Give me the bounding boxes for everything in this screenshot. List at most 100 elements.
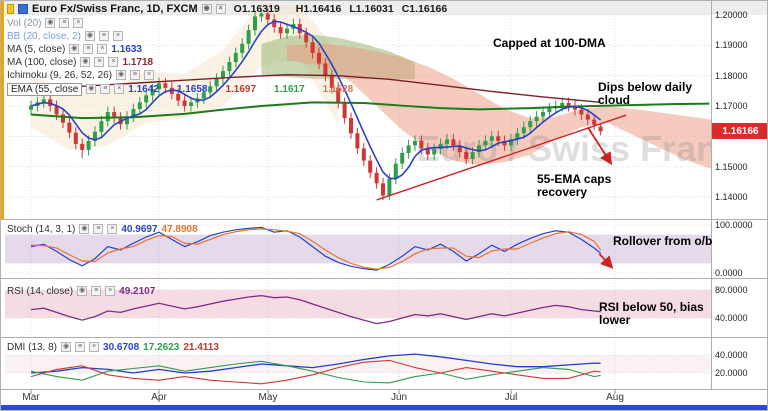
- indicator-menu-button[interactable]: ≡: [93, 224, 104, 234]
- indicator-axis-label: 0.0000: [715, 268, 743, 278]
- indicator-axis-label: 40.0000: [715, 350, 748, 360]
- indicator-row-ichimoku: Ichimoku (9, 26, 52, 26) ◉ ≡ ×: [7, 69, 155, 81]
- time-axis-label: Jul: [504, 392, 518, 403]
- annotation-55ema-caps[interactable]: 55-EMA caps recovery: [537, 172, 612, 199]
- price-axis-label: 1.18000: [715, 70, 748, 81]
- ohlc-open: O1.16319: [233, 3, 280, 15]
- indicator-row-dmi: DMI (13, 8) ◉ ≡ × 30.6708 17.2623 21.411…: [7, 341, 219, 353]
- indicator-visibility-button[interactable]: ◉: [86, 84, 97, 94]
- indicator-axis-label: 80.0000: [715, 285, 748, 295]
- annotation-rsi-below-50[interactable]: RSI below 50, bias lower: [599, 300, 704, 327]
- indicator-menu-button[interactable]: ≡: [94, 57, 105, 67]
- indicator-menu-button[interactable]: ≡: [100, 84, 111, 94]
- ichimoku-senkou-a-value: 1.1628: [322, 83, 354, 95]
- title-visibility-button[interactable]: ◉: [201, 4, 212, 14]
- indicator-menu-button[interactable]: ≡: [98, 31, 109, 41]
- svg-text:Euro / Swiss Franc: Euro / Swiss Franc: [416, 128, 738, 169]
- price-axis-label: 1.14000: [715, 191, 748, 202]
- time-axis-label: Apr: [151, 392, 167, 403]
- indicator-row-ma100: MA (100, close) ◉ ≡ × 1.1718: [7, 56, 153, 68]
- alert-flag-icon[interactable]: [7, 4, 14, 14]
- time-axis-label: Mar: [22, 392, 40, 403]
- indicator-close-button[interactable]: ×: [144, 70, 155, 80]
- indicator-close-button[interactable]: ×: [107, 224, 118, 234]
- indicator-menu-button[interactable]: ≡: [130, 70, 141, 80]
- indicator-row-bollinger: BB (20, close, 2) ◉ ≡ ×: [7, 30, 123, 42]
- indicator-visibility-button[interactable]: ◉: [84, 31, 95, 41]
- panel-separator[interactable]: [1, 337, 767, 338]
- rsi-value: 49.2107: [119, 285, 156, 297]
- price-axis-label: 1.15000: [715, 161, 748, 172]
- indicator-menu-button[interactable]: ≡: [91, 286, 102, 296]
- indicator-menu-button[interactable]: ≡: [75, 342, 86, 352]
- annotation-capped-100dma[interactable]: Capped at 100-DMA: [493, 36, 606, 50]
- indicator-axis-label: 20.0000: [715, 368, 748, 378]
- ohlc-low: L1.16031: [349, 3, 394, 15]
- indicator-visibility-button[interactable]: ◉: [77, 286, 88, 296]
- indicator-visibility-button[interactable]: ◉: [80, 57, 91, 67]
- indicator-label: RSI (14, close): [7, 285, 74, 297]
- chart-title-row: Euro Fx/Swiss Franc, 1D, FXCM ◉ × O1.163…: [7, 3, 447, 15]
- time-axis-label: May: [258, 392, 278, 403]
- indicator-close-button[interactable]: ×: [108, 57, 119, 67]
- indicator-visibility-button[interactable]: ◉: [79, 224, 90, 234]
- ichimoku-kijun-value: 1.1617: [274, 83, 305, 95]
- indicator-close-button[interactable]: ×: [89, 342, 100, 352]
- ohlc-high: H1.16416: [295, 3, 342, 15]
- indicator-visibility-button[interactable]: ◉: [116, 70, 127, 80]
- price-axis-separator: [711, 1, 712, 390]
- annotation-dips-below-cloud[interactable]: Dips below daily cloud: [598, 80, 693, 107]
- panel-separator: [1, 389, 767, 390]
- indicator-label: BB (20, close, 2): [7, 30, 81, 42]
- ichimoku-tenkan-value: 1.1658: [176, 83, 208, 95]
- indicator-menu-button[interactable]: ≡: [59, 18, 70, 28]
- title-close-button[interactable]: ×: [215, 4, 226, 14]
- dmi-plus-di-value: 17.2623: [143, 341, 180, 353]
- last-price-badge: 1.16166: [712, 123, 767, 139]
- indicator-close-button[interactable]: ×: [114, 84, 125, 94]
- indicator-menu-button[interactable]: ≡: [83, 44, 94, 54]
- price-axis-label: 1.19000: [715, 40, 748, 51]
- indicator-axis-label: 100.0000: [715, 220, 753, 230]
- header-strip: [1, 1, 767, 15]
- bottom-scrollbar[interactable]: [1, 405, 767, 410]
- time-axis-label: Jun: [390, 392, 408, 403]
- dmi-minus-di-value: 21.4113: [183, 341, 219, 353]
- annotation-rollover-ob[interactable]: Rollover from o/b: [613, 234, 713, 248]
- indicator-close-button[interactable]: ×: [112, 31, 123, 41]
- indicator-axis-label: 40.0000: [715, 313, 748, 323]
- indicator-row-ma5: MA (5, close) ◉ ≡ × 1.1633: [7, 43, 142, 55]
- price-axis-label: 1.17000: [715, 100, 748, 111]
- indicator-row-stochastic: Stoch (14, 3, 1) ◉ ≡ × 40.9697 47.8908: [7, 223, 198, 235]
- indicator-close-button[interactable]: ×: [105, 286, 116, 296]
- stoch-d-value: 47.8908: [161, 223, 198, 235]
- indicator-row-ema55: EMA (55, close ◉ ≡ × 1.1642 1.1658 1.169…: [7, 82, 354, 96]
- price-axis-label: 1.20000: [715, 10, 748, 20]
- indicator-visibility-button[interactable]: ◉: [45, 18, 56, 28]
- chart-type-icon[interactable]: [18, 4, 28, 14]
- indicator-label: Vol (20): [7, 17, 42, 29]
- selection-accent-strip: [1, 1, 4, 219]
- indicator-label-selected[interactable]: EMA (55, close: [7, 82, 83, 96]
- panel-separator[interactable]: [1, 219, 767, 220]
- dmi-adx-value: 30.6708: [103, 341, 140, 353]
- indicator-row-volume: Vol (20) ◉ ≡ ×: [7, 17, 84, 29]
- indicator-close-button[interactable]: ×: [73, 18, 84, 28]
- indicator-close-button[interactable]: ×: [97, 44, 108, 54]
- indicator-label: MA (100, close): [7, 56, 77, 68]
- indicator-value: 1.1718: [122, 56, 154, 68]
- indicator-row-rsi: RSI (14, close) ◉ ≡ × 49.2107: [7, 285, 155, 297]
- indicator-visibility-button[interactable]: ◉: [69, 44, 80, 54]
- indicator-value: 1.1642: [128, 83, 159, 95]
- time-axis-label: Aug: [606, 392, 624, 403]
- indicator-value: 1.1633: [111, 43, 142, 55]
- panel-separator[interactable]: [1, 278, 767, 279]
- symbol-title: Euro Fx/Swiss Franc, 1D, FXCM: [32, 3, 198, 15]
- indicator-label: Stoch (14, 3, 1): [7, 223, 76, 235]
- stoch-k-value: 40.9697: [121, 223, 158, 235]
- ichimoku-senkou-b-value: 1.1697: [225, 83, 257, 95]
- indicator-label: DMI (13, 8): [7, 341, 58, 353]
- indicator-label: MA (5, close): [7, 43, 66, 55]
- indicator-visibility-button[interactable]: ◉: [61, 342, 72, 352]
